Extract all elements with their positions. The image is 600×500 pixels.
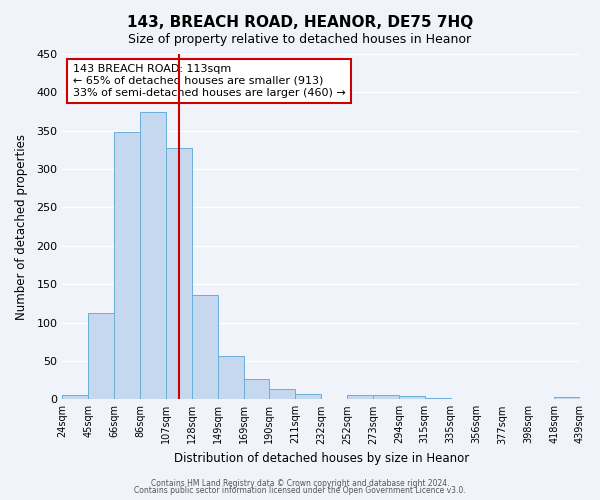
X-axis label: Distribution of detached houses by size in Heanor: Distribution of detached houses by size … — [173, 452, 469, 465]
Text: Size of property relative to detached houses in Heanor: Size of property relative to detached ho… — [128, 32, 472, 46]
Bar — [295, 394, 321, 400]
Bar — [88, 312, 114, 400]
Text: 143, BREACH ROAD, HEANOR, DE75 7HQ: 143, BREACH ROAD, HEANOR, DE75 7HQ — [127, 15, 473, 30]
Bar — [476, 398, 502, 400]
Bar — [554, 397, 580, 400]
Bar — [269, 390, 295, 400]
Bar — [140, 112, 166, 400]
Bar — [244, 380, 269, 400]
Text: 143 BREACH ROAD: 113sqm
← 65% of detached houses are smaller (913)
33% of semi-d: 143 BREACH ROAD: 113sqm ← 65% of detache… — [73, 64, 346, 98]
Y-axis label: Number of detached properties: Number of detached properties — [15, 134, 28, 320]
Text: Contains public sector information licensed under the Open Government Licence v3: Contains public sector information licen… — [134, 486, 466, 495]
Bar — [192, 295, 218, 400]
Bar — [62, 396, 88, 400]
Text: Contains HM Land Registry data © Crown copyright and database right 2024.: Contains HM Land Registry data © Crown c… — [151, 478, 449, 488]
Bar — [373, 396, 399, 400]
Bar — [425, 398, 451, 400]
Bar — [347, 394, 373, 400]
Bar — [218, 356, 244, 400]
Bar — [166, 148, 192, 400]
Bar — [114, 132, 140, 400]
Bar — [399, 396, 425, 400]
